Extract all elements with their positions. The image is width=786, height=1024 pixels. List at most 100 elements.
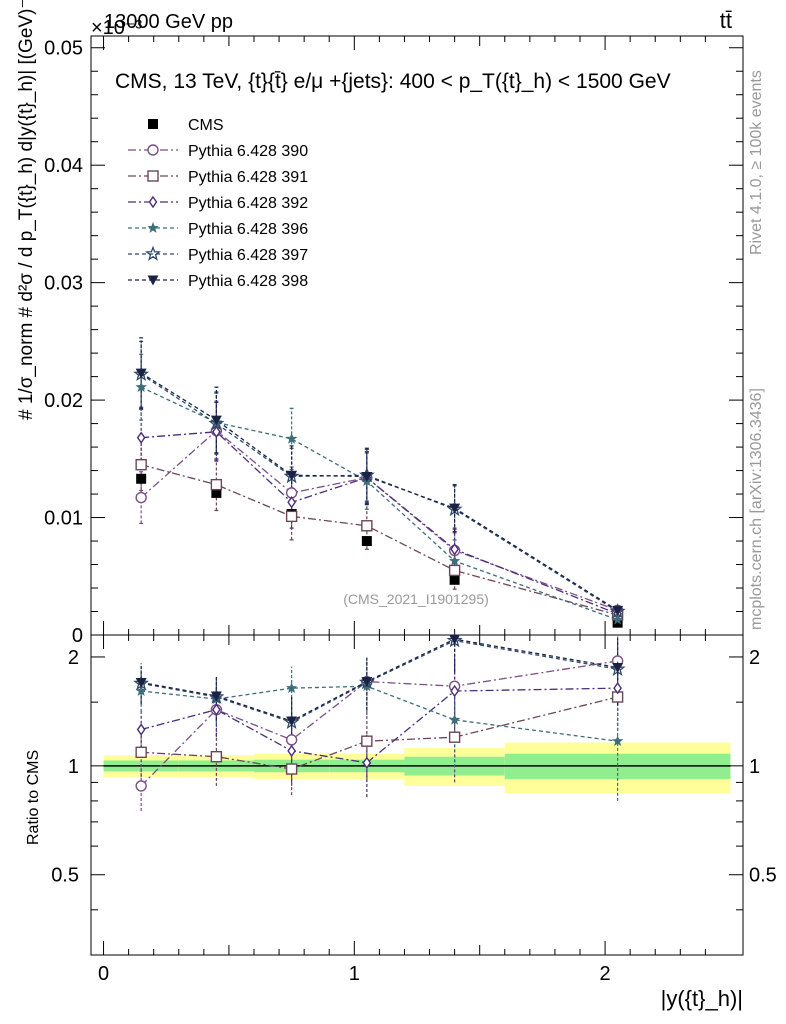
series-pythia-6-428-397 xyxy=(139,340,620,617)
ratio-data-point xyxy=(361,677,373,688)
series-pythia-6-428-390 xyxy=(139,400,620,616)
ratio-tick-label-right: 2 xyxy=(749,647,760,669)
ratio-tick-label-right: 0.5 xyxy=(749,865,777,887)
ratio-data-point xyxy=(449,634,461,645)
ratio-uncertainty-bands xyxy=(103,742,731,794)
ratio-tick-label-right: 1 xyxy=(749,756,760,778)
mcplots-label: mcplots.cern.ch [arXiv:1306.3436] xyxy=(748,388,765,630)
y-tick-label: 0.02 xyxy=(44,390,83,412)
legend-label: Pythia 6.428 396 xyxy=(188,221,308,238)
ratio-series-line xyxy=(140,687,618,764)
y-tick-label: 0.05 xyxy=(44,38,83,60)
data-point xyxy=(449,574,460,585)
legend-marker xyxy=(148,119,158,129)
ratio-data-point xyxy=(135,685,147,696)
ratio-data-point xyxy=(285,734,298,746)
data-point xyxy=(612,605,624,616)
ratio-tick-label-left: 1 xyxy=(68,756,79,778)
series-line xyxy=(141,431,618,615)
series-line xyxy=(140,464,618,616)
legend-label: CMS xyxy=(188,117,224,134)
ratio-data-point xyxy=(448,713,461,725)
ratio-data-point xyxy=(286,716,298,727)
legend-marker xyxy=(147,144,159,156)
ratio-series-group xyxy=(133,632,626,812)
analysis-watermark: (CMS_2021_I1901295) xyxy=(343,591,489,607)
series-line xyxy=(140,429,618,611)
data-point xyxy=(448,564,461,577)
ratio-data-point xyxy=(612,663,624,674)
data-point xyxy=(136,431,146,444)
ratio-tick-label-left: 0.5 xyxy=(51,865,79,887)
ratio-data-point xyxy=(135,780,147,792)
legend-marker xyxy=(148,195,158,209)
data-point xyxy=(135,381,147,392)
ratio-series-line xyxy=(141,638,618,722)
ratio-data-point xyxy=(285,763,298,775)
legend-label: Pythia 6.428 391 xyxy=(188,169,308,186)
ratio-series-line xyxy=(141,685,618,742)
ratio-data-point xyxy=(210,750,223,763)
energy-label: 13000 GeV pp xyxy=(104,11,233,33)
data-point xyxy=(211,487,222,498)
process-label: tt̄ xyxy=(720,8,732,33)
series-pythia-6-428-398 xyxy=(139,337,620,616)
x-tick-label: 0 xyxy=(98,963,109,985)
data-point xyxy=(286,470,298,481)
legend-marker xyxy=(147,170,159,182)
ratio-data-point xyxy=(361,735,373,747)
series-pythia-6-428-392 xyxy=(139,401,620,620)
data-point xyxy=(208,415,225,431)
ratio-data-point xyxy=(611,735,624,746)
series-line xyxy=(140,386,618,621)
data-point xyxy=(612,617,623,628)
data-point xyxy=(285,510,298,523)
legend-label: Pythia 6.428 398 xyxy=(188,273,308,290)
plot-title: CMS, 13 TeV, {t}{t̄} e/μ +{jets}: 400 < … xyxy=(115,70,671,93)
x-axis-label: |y({t}_h)| xyxy=(661,986,743,1011)
ratio-data-point xyxy=(136,723,146,736)
ratio-series-line xyxy=(141,696,618,770)
ratio-data-point xyxy=(212,703,221,716)
data-point xyxy=(450,543,459,556)
ratio-data-point xyxy=(613,681,622,695)
y-tick-label: 0.01 xyxy=(44,508,83,530)
legend-marker xyxy=(147,275,159,286)
ratio-data-point xyxy=(135,746,147,759)
data-point xyxy=(361,520,373,532)
ratio-plot-frame xyxy=(90,634,744,956)
legend-label: Pythia 6.428 392 xyxy=(188,195,308,212)
x-tick-label: 2 xyxy=(600,963,611,985)
ratio-y-axis-label: Ratio to CMS xyxy=(25,750,42,845)
legend: CMS Pythia 6.428 390 Pythia 6.428 391 Pythi… xyxy=(128,117,308,290)
ratio-tick-label-left: 2 xyxy=(68,647,79,669)
y-axis-label: # 1/σ_norm # d²σ / d p_T({t}_h) d|y({t}_… xyxy=(16,0,37,420)
data-point xyxy=(136,473,147,484)
data-point xyxy=(287,496,296,509)
data-point xyxy=(212,425,221,439)
ratio-series-line xyxy=(141,639,618,723)
data-point xyxy=(611,613,624,625)
ratio-data-point xyxy=(210,691,222,702)
ratio-data-point xyxy=(448,731,461,743)
data-point xyxy=(448,555,461,566)
series-line xyxy=(140,372,618,611)
y-tick-label: 0.04 xyxy=(44,155,83,177)
ratio-data-point xyxy=(450,684,459,698)
legend-marker xyxy=(145,245,161,261)
data-point xyxy=(135,491,147,504)
ratio-data-point xyxy=(135,677,147,688)
data-point xyxy=(449,503,461,514)
ratio-data-point xyxy=(287,744,296,758)
legend-marker xyxy=(147,222,159,233)
main-axis-ticks: 0 0.01 0.02 0.03 0.04 0.05 0 1 2 xyxy=(44,36,743,985)
y-tick-label: 0.03 xyxy=(44,273,83,295)
ratio-data-point xyxy=(285,682,298,693)
legend-label: Pythia 6.428 397 xyxy=(188,247,308,264)
ratio-series-line xyxy=(140,660,618,787)
data-point xyxy=(135,458,147,471)
legend-label: Pythia 6.428 390 xyxy=(188,143,308,160)
ratio-data-point xyxy=(362,756,372,769)
rivet-label: Rivet 4.1.0, ≥ 100k events xyxy=(748,70,765,255)
